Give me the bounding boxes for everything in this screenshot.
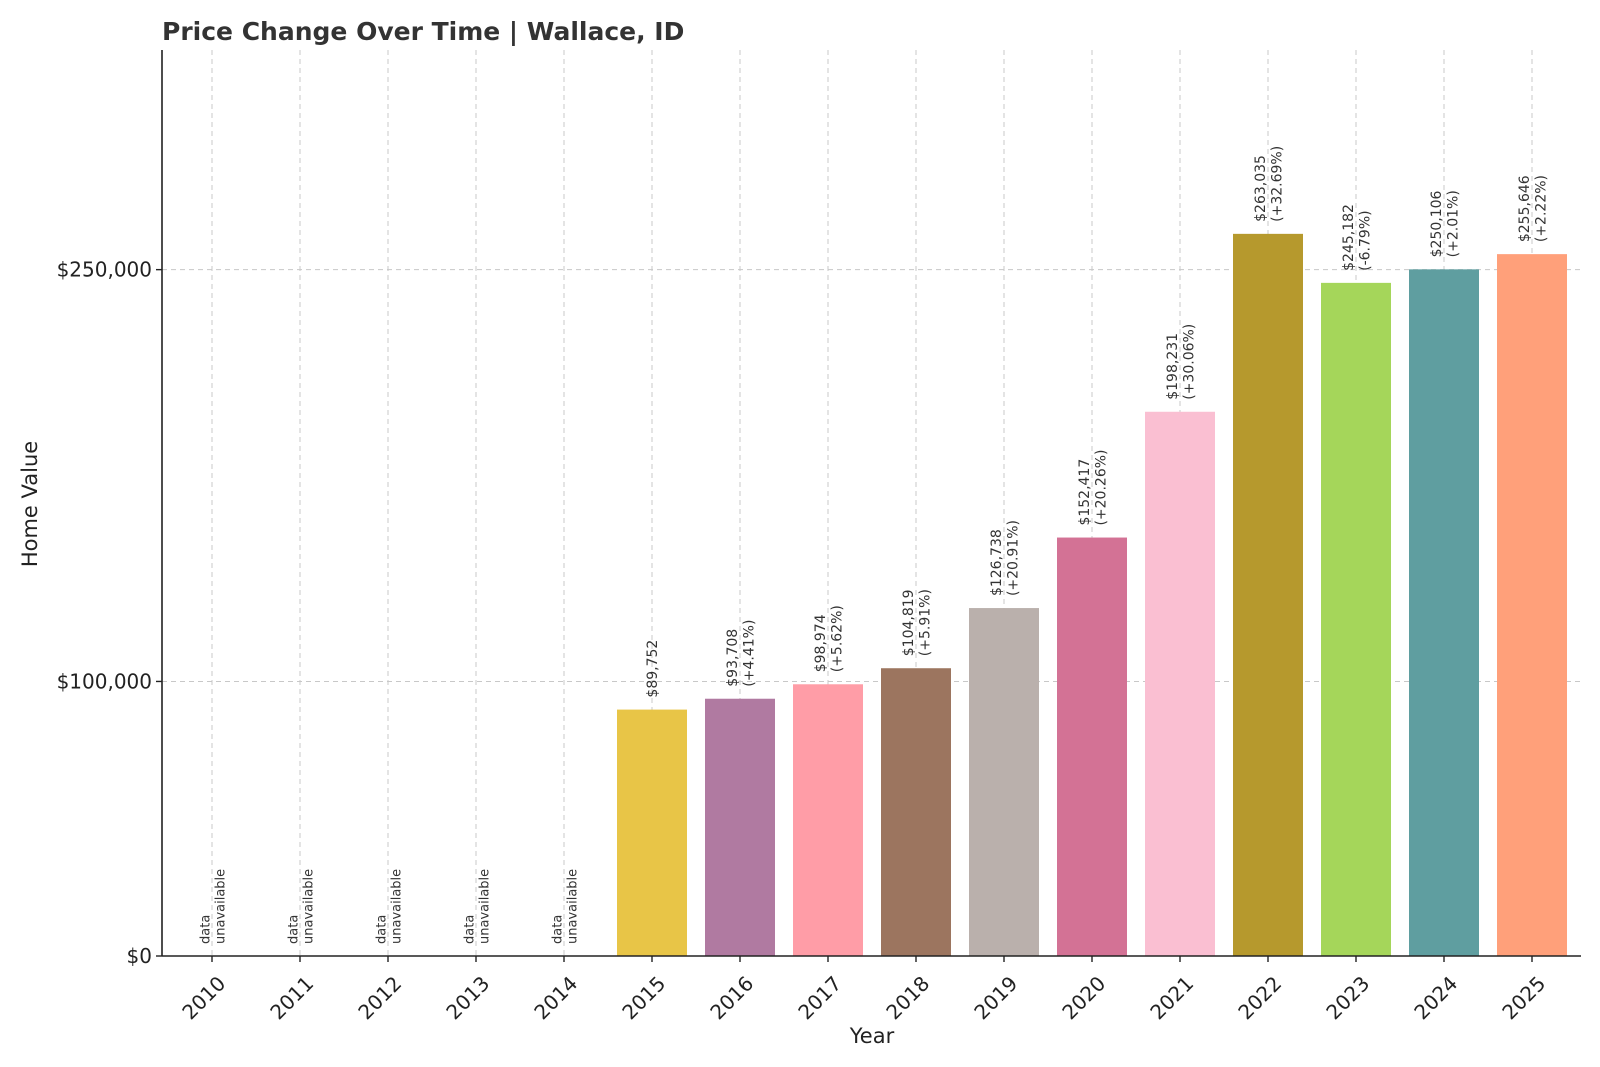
bars-layer — [617, 233, 1567, 957]
bar-2019 — [969, 608, 1039, 956]
data-unavailable-label: dataunavailable — [374, 869, 404, 944]
x-tick-label: 2010 — [177, 971, 230, 1024]
bar-2020 — [1057, 537, 1127, 956]
x-tick-label: 2020 — [1057, 971, 1110, 1024]
bar-value-label: $255,646(+2.22%) — [1517, 175, 1549, 242]
y-tick-label: $100,000 — [57, 669, 152, 693]
bar-2018 — [881, 668, 951, 956]
x-tick-label: 2023 — [1321, 971, 1374, 1024]
x-axis-label: Year — [849, 1024, 895, 1048]
bar-value-label: $126,738(+20.91%) — [989, 520, 1021, 596]
bar-2025 — [1497, 254, 1567, 957]
data-unavailable-label: dataunavailable — [198, 869, 228, 944]
bar-2024 — [1409, 269, 1479, 956]
bar-2015 — [617, 709, 687, 956]
x-tick-label: 2021 — [1145, 971, 1198, 1024]
bar-2016 — [705, 698, 775, 956]
x-tick-label: 2022 — [1233, 971, 1286, 1024]
labels-layer: dataunavailable dataunavailable dataunavai… — [198, 146, 1549, 944]
bar-value-label: $152,417(+20.26%) — [1077, 449, 1109, 525]
data-unavailable-label: dataunavailable — [286, 869, 316, 944]
bar-value-label: $89,752 — [645, 640, 661, 698]
bar-value-label: $245,182(-6.79%) — [1341, 204, 1373, 271]
bar-value-label: $250,106(+2.01%) — [1429, 190, 1461, 257]
bar-value-label: $93,708(+4.41%) — [725, 620, 757, 687]
x-tick-label: 2017 — [793, 971, 846, 1024]
bar-value-label: $98,974(+5.62%) — [813, 605, 845, 672]
x-tick-label: 2015 — [617, 971, 670, 1024]
bar-value-label: $198,231(+30.06%) — [1165, 324, 1197, 400]
x-tick-label: 2019 — [969, 971, 1022, 1024]
bar-2022 — [1233, 233, 1303, 956]
x-tick-label: 2011 — [265, 971, 318, 1024]
x-tick-label: 2012 — [353, 971, 406, 1024]
x-tick-label: 2024 — [1409, 971, 1462, 1024]
y-tick-label: $0 — [127, 944, 152, 968]
bar-value-label: $104,819(+5.91%) — [901, 589, 933, 656]
data-unavailable-label: dataunavailable — [550, 869, 580, 944]
x-tick-label: 2013 — [441, 971, 494, 1024]
y-axis-label: Home Value — [18, 441, 42, 567]
bar-2021 — [1145, 411, 1215, 956]
bar-2023 — [1321, 282, 1391, 956]
x-tick-label: 2025 — [1497, 971, 1550, 1024]
y-tick-label: $250,000 — [57, 258, 152, 282]
x-tick-label: 2014 — [529, 971, 582, 1024]
chart-title: Price Change Over Time | Wallace, ID — [162, 17, 684, 46]
bar-2017 — [793, 684, 863, 956]
axes-layer — [161, 50, 1581, 957]
x-tick-label: 2016 — [705, 971, 758, 1024]
bar-value-label: $263,035(+32.69%) — [1253, 146, 1285, 222]
x-tick-label: 2018 — [881, 971, 934, 1024]
data-unavailable-label: dataunavailable — [462, 869, 492, 944]
